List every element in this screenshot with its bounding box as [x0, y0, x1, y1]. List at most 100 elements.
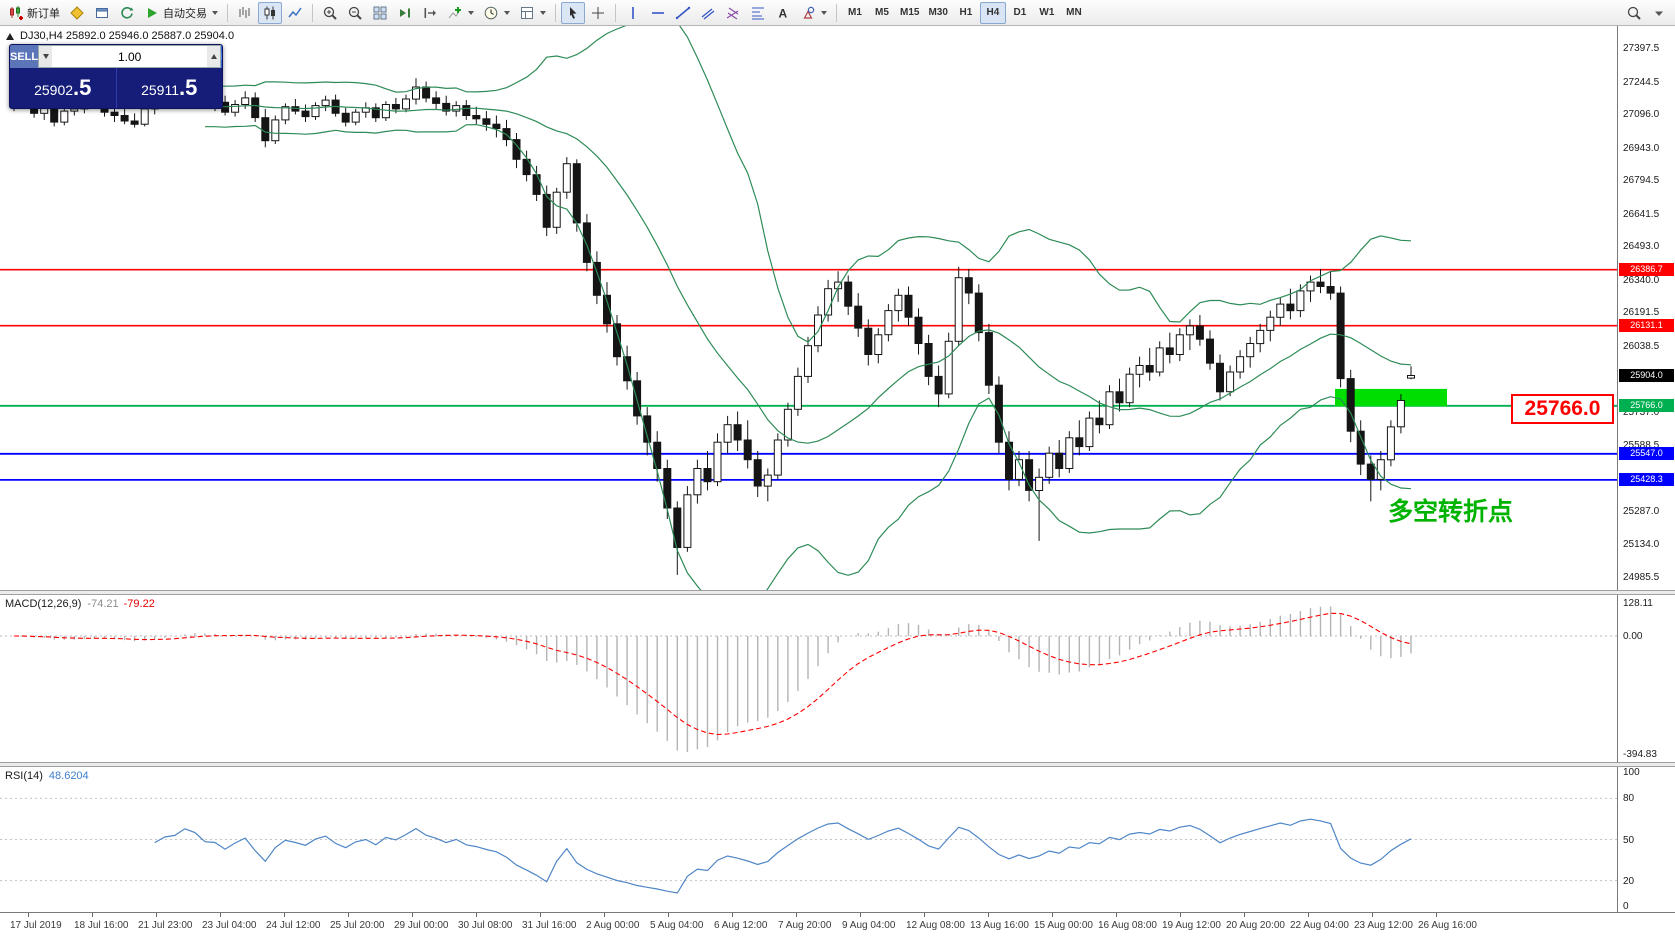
date-tick	[220, 913, 221, 917]
volume-control	[38, 45, 222, 68]
date-tick	[476, 913, 477, 917]
price-axis[interactable]: 27397.5 27244.5 27096.0 26943.0 26794.5 26641…	[1617, 26, 1675, 912]
market-watch-button[interactable]	[90, 2, 114, 24]
autotrading-button[interactable]: 自动交易	[140, 2, 222, 24]
toolbar-separator	[836, 3, 837, 22]
buy-price[interactable]: 25911.5	[117, 68, 223, 108]
dropdown-caret-icon	[504, 10, 510, 15]
indicators-button[interactable]	[443, 2, 478, 24]
search-button[interactable]	[1622, 2, 1646, 24]
arrows-button[interactable]	[796, 2, 831, 24]
tile-icon	[373, 6, 387, 19]
polyline-icon	[288, 7, 302, 17]
time-axis[interactable]: 17 Jul 2019 18 Jul 16:00 21 Jul 23:00 23 Ju…	[0, 912, 1675, 944]
macd-axis-label: -394.83	[1623, 749, 1657, 760]
more-toolbars-button[interactable]	[1647, 2, 1671, 24]
buy-price-pips: .5	[179, 75, 198, 100]
date-tick	[796, 913, 797, 917]
rsi-axis-label: 0	[1623, 901, 1629, 912]
tile-windows-button[interactable]	[368, 2, 392, 24]
equidistant-channel-button[interactable]	[696, 2, 720, 24]
templates-button[interactable]	[515, 2, 550, 24]
macd-main-value: -74.21	[87, 598, 119, 610]
auto-scroll-button[interactable]	[393, 2, 417, 24]
fibonacci-button[interactable]	[746, 2, 770, 24]
date-tick	[1436, 913, 1437, 917]
macd-axis-label: 128.11	[1623, 598, 1653, 609]
date-axis-label: 29 Jul 00:00	[394, 920, 449, 931]
trade-panel-top-row: SELL BUY	[10, 45, 222, 68]
macd-indicator-canvas[interactable]	[0, 595, 1617, 762]
andrews-pitchfork-button[interactable]	[721, 2, 745, 24]
date-tick	[348, 913, 349, 917]
price-axis-label: 27096.0	[1623, 109, 1660, 121]
date-tick	[1052, 913, 1053, 917]
rsi-indicator-canvas[interactable]	[0, 767, 1617, 912]
refresh-button[interactable]	[115, 2, 139, 24]
timeframe-w1-button[interactable]: W1	[1034, 2, 1060, 24]
new-order-label: 新订单	[27, 7, 60, 20]
turning-point-note[interactable]: 多空转折点	[1388, 498, 1514, 526]
horizontal-line-button[interactable]	[646, 2, 670, 24]
rsi-value: 48.6204	[48, 770, 89, 782]
panel-splitter[interactable]	[0, 762, 1675, 767]
triangle-down-icon	[42, 54, 49, 59]
date-tick	[540, 913, 541, 917]
buy-button[interactable]: BUY	[221, 45, 222, 68]
volume-increase-button[interactable]	[207, 46, 221, 67]
volume-input[interactable]	[52, 46, 208, 67]
zoom-out-button[interactable]	[343, 2, 367, 24]
timeframe-d1-button[interactable]: D1	[1007, 2, 1033, 24]
chart-window: DJ30,H4 25892.0 25946.0 25887.0 25904.0 …	[0, 26, 1675, 944]
bar-chart-mode-button[interactable]	[233, 2, 257, 24]
cursor-button[interactable]	[561, 1, 585, 24]
new-order-button[interactable]: 新订单	[4, 2, 64, 24]
trendline-button[interactable]	[671, 2, 695, 24]
timeframe-h1-button[interactable]: H1	[953, 2, 979, 24]
timeframe-m1-button[interactable]: M1	[842, 2, 868, 24]
timeframe-h4-button[interactable]: H4	[979, 1, 1006, 24]
crosshair-button[interactable]	[586, 2, 610, 24]
chart-shift-button[interactable]	[418, 2, 442, 24]
periods-button[interactable]	[479, 2, 514, 24]
toolbar-separator	[615, 3, 616, 22]
timeframe-m30-button[interactable]: M30	[924, 2, 951, 24]
highlight-rectangle[interactable]	[1335, 388, 1447, 407]
timeframe-m15-button[interactable]: M15	[896, 2, 923, 24]
fibo-icon	[752, 7, 764, 19]
line-chart-mode-button[interactable]	[283, 2, 307, 24]
price-callout-label[interactable]: 25766.0	[1511, 394, 1614, 424]
price-axis-label: 26340.0	[1623, 274, 1660, 286]
date-axis-label: 7 Aug 20:00	[778, 920, 832, 931]
main-chart-canvas[interactable]	[0, 26, 1617, 590]
sell-button[interactable]: SELL	[10, 45, 39, 68]
panel-splitter[interactable]	[0, 590, 1675, 595]
volume-decrease-button[interactable]	[39, 46, 53, 67]
vertical-line-button[interactable]	[621, 2, 645, 24]
date-tick	[412, 913, 413, 917]
bars-icon	[239, 6, 250, 18]
date-axis-label: 22 Aug 04:00	[1290, 920, 1349, 931]
crosshair-icon	[592, 6, 604, 19]
shapes-icon	[803, 6, 815, 19]
trade-panel-prices: 25902.5 25911.5	[10, 68, 222, 108]
timeframe-m5-button[interactable]: M5	[869, 2, 895, 24]
profiles-button[interactable]	[65, 2, 89, 24]
date-axis-label: 13 Aug 16:00	[970, 920, 1029, 931]
autotrading-label: 自动交易	[163, 7, 207, 20]
candle-chart-mode-button[interactable]	[258, 1, 282, 24]
timeframe-mn-button[interactable]: MN	[1061, 2, 1087, 24]
date-axis-label: 16 Aug 08:00	[1098, 920, 1157, 931]
date-axis-label: 9 Aug 04:00	[842, 920, 896, 931]
date-tick	[1116, 913, 1117, 917]
text-label-button[interactable]: A	[771, 2, 795, 24]
date-tick	[284, 913, 285, 917]
price-level-tag: 25547.0	[1619, 447, 1674, 461]
price-level-tag: 25766.0	[1619, 399, 1674, 413]
zoom-in-button[interactable]	[318, 2, 342, 24]
sell-price[interactable]: 25902.5	[10, 68, 117, 108]
date-axis-label: 26 Aug 16:00	[1418, 920, 1477, 931]
one-click-toggle-icon[interactable]	[6, 32, 14, 40]
date-axis-label: 31 Jul 16:00	[522, 920, 577, 931]
date-axis-label: 6 Aug 12:00	[714, 920, 768, 931]
